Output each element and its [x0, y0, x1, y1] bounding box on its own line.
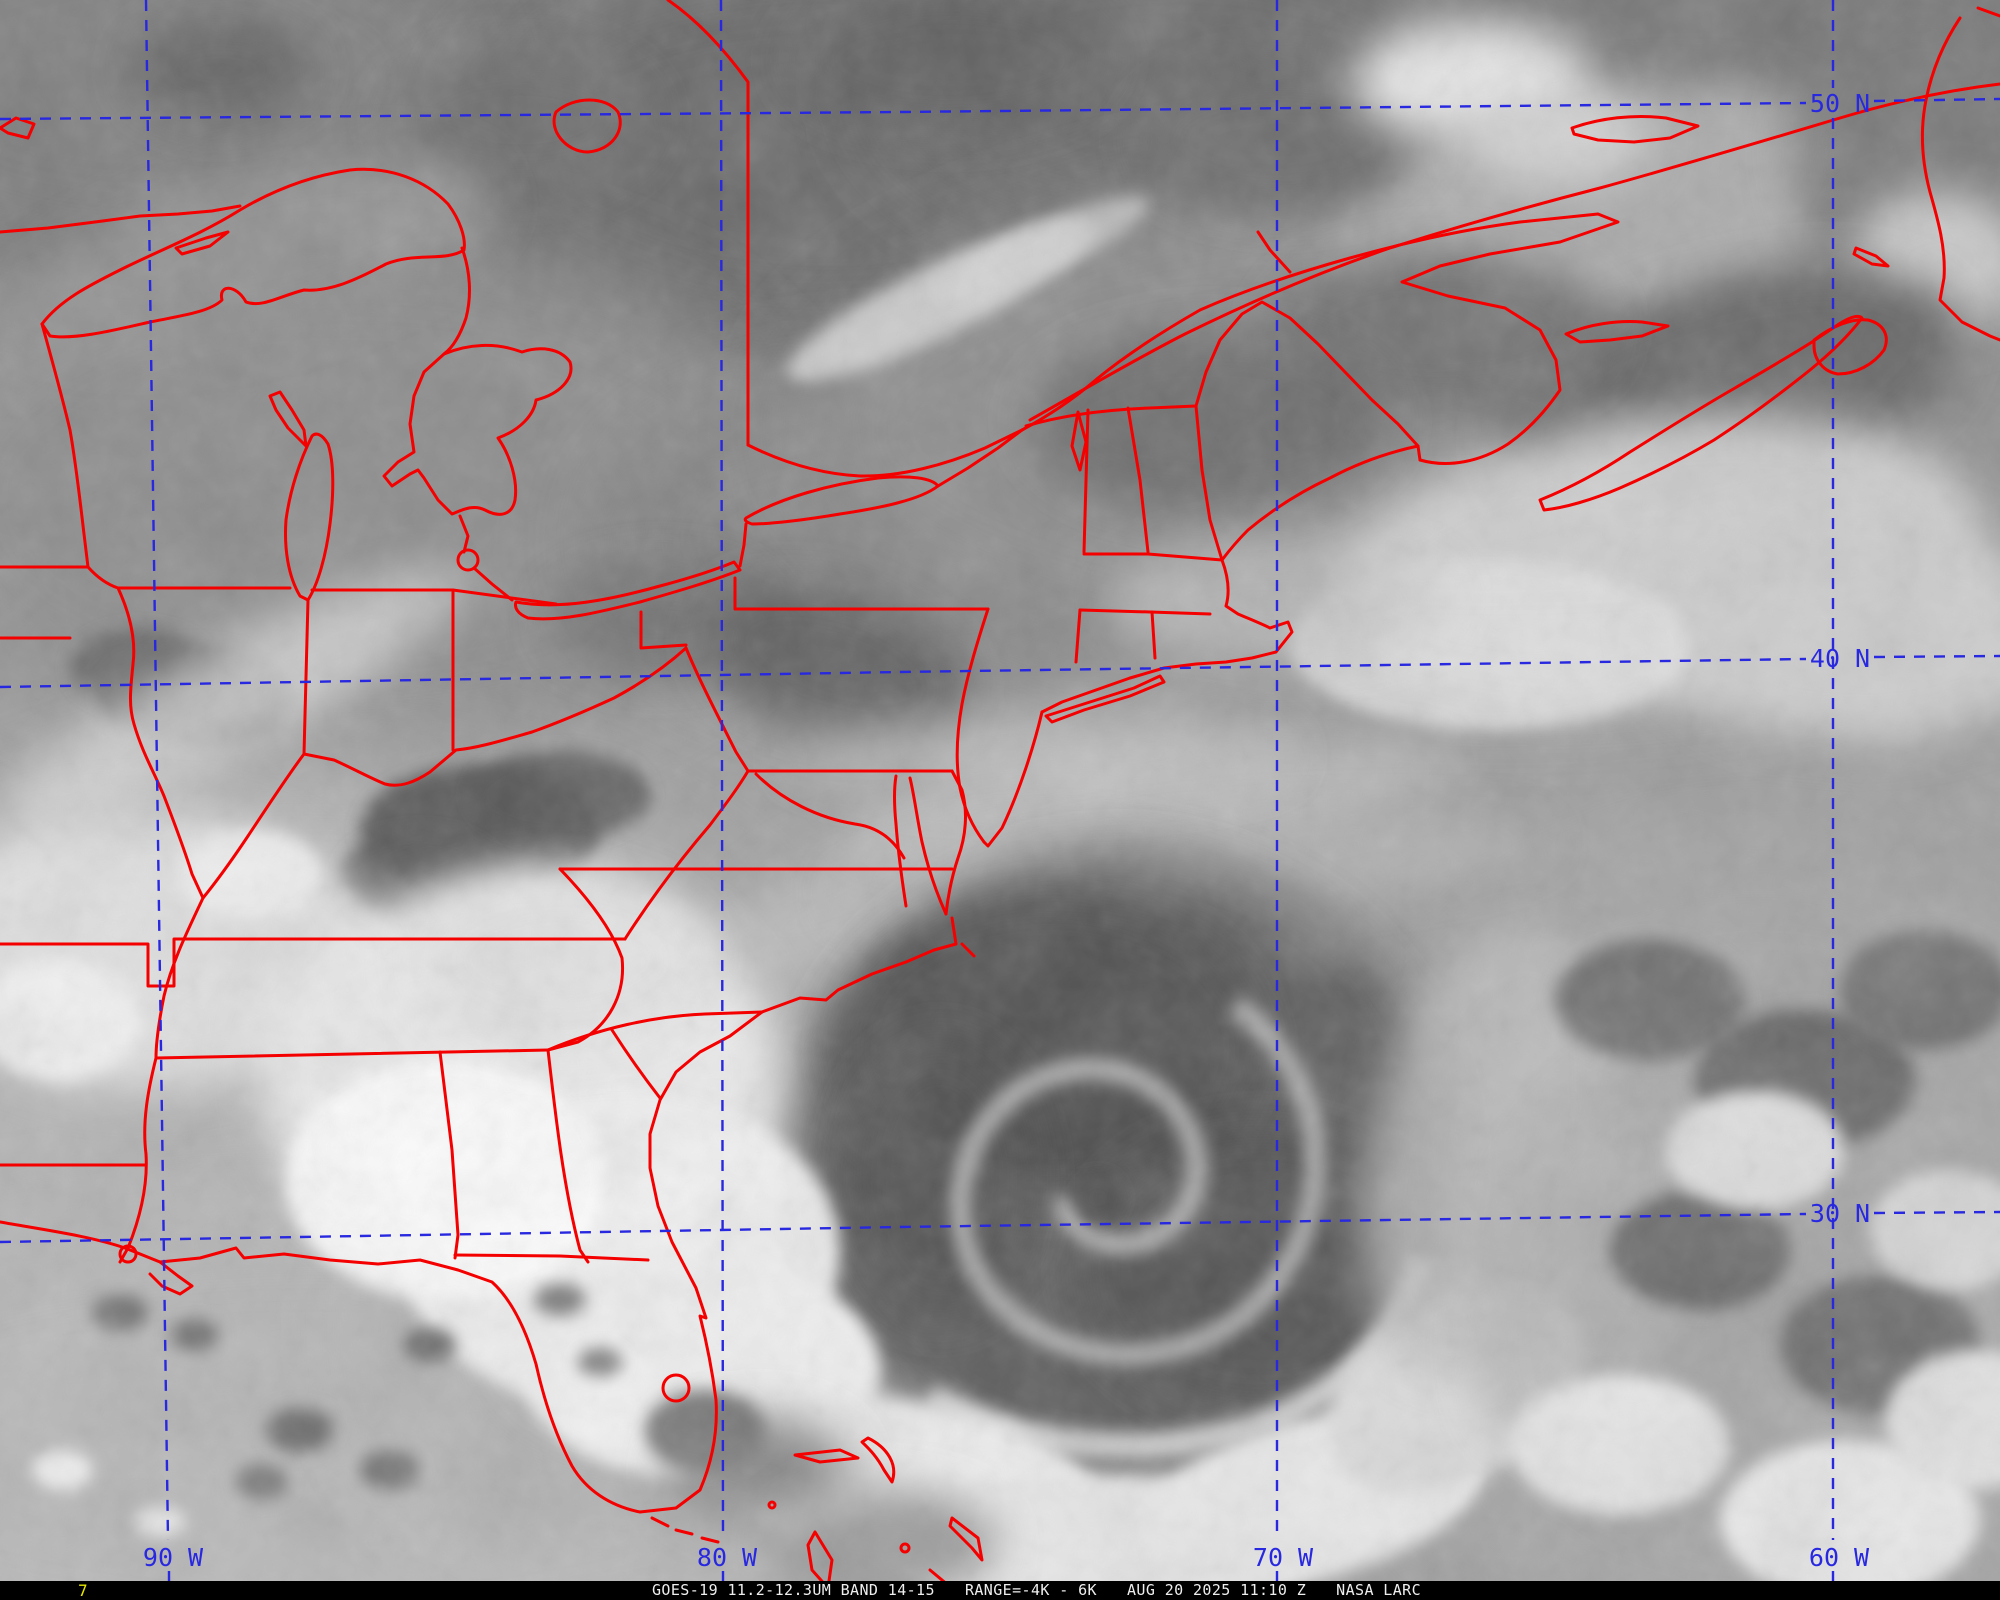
- grid-label-40n: 40 N: [1810, 644, 1870, 673]
- gridline-lon-80w: [719, 0, 725, 1581]
- status-message: GOES-19 11.2-12.3UM BAND 14-15 RANGE=-4K …: [652, 1581, 1421, 1600]
- range-label: RANGE=-4K - 6K: [964, 1581, 1097, 1599]
- grid-labels: 50 N 40 N 30 N 90 W 80 W 70 W 60 W: [143, 89, 1870, 1572]
- grid-label-70w: 70 W: [1253, 1543, 1314, 1572]
- gridline-lat-40n: [0, 654, 2000, 689]
- status-bar: 7 GOES-19 11.2-12.3UM BAND 14-15 RANGE=-4…: [0, 1581, 2000, 1600]
- grid-label-80w: 80 W: [697, 1543, 758, 1572]
- timestamp-label: AUG 20 2025 11:10 Z: [1126, 1581, 1307, 1599]
- gridline-lat-30n: [0, 1210, 2000, 1244]
- product-label: GOES-19 11.2-12.3UM BAND 14-15: [652, 1581, 935, 1599]
- grid-label-50n: 50 N: [1810, 89, 1870, 118]
- grid-label-30n: 30 N: [1810, 1199, 1870, 1228]
- credit-label: NASA LARC: [1336, 1581, 1422, 1599]
- gridline-lon-90w: [144, 0, 171, 1581]
- grid-label-90w: 90 W: [143, 1543, 204, 1572]
- grid-label-60w: 60 W: [1809, 1543, 1870, 1572]
- gridline-lat-50n: [0, 97, 2000, 121]
- frame-counter: 7: [78, 1581, 88, 1600]
